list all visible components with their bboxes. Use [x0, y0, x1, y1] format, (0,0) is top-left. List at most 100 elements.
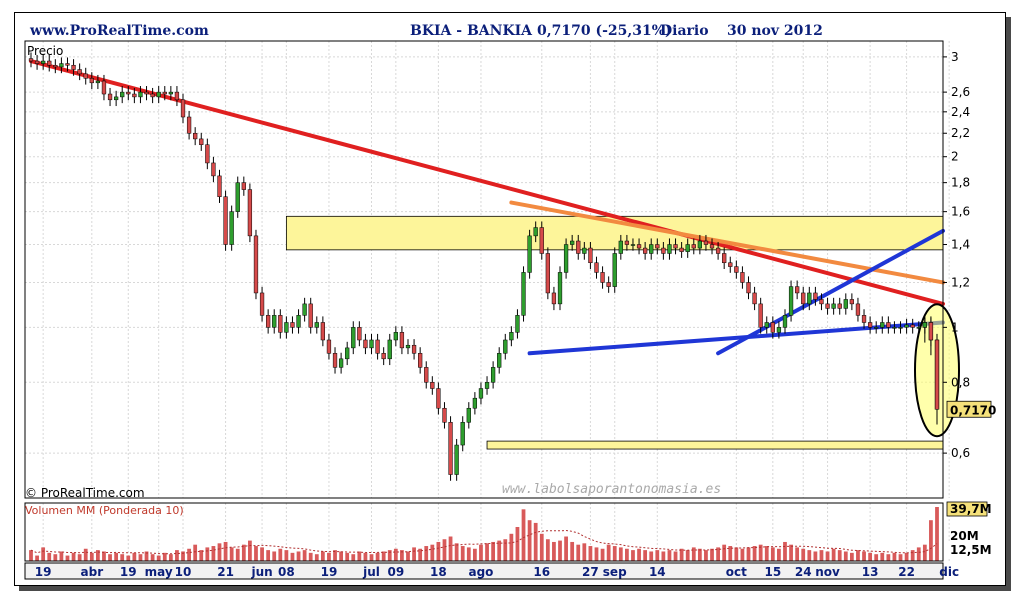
candle-body [253, 235, 259, 294]
volume-bar [910, 550, 915, 561]
candle-body [746, 282, 751, 294]
candle-body [533, 227, 538, 237]
candle-body [600, 272, 605, 283]
x-tick-label: 08 [278, 565, 295, 579]
volume-bar [351, 554, 356, 561]
x-tick-label: 22 [898, 565, 915, 579]
candle-body [351, 327, 356, 349]
candle-body [332, 353, 338, 368]
candle-body [758, 303, 763, 328]
candle-body [618, 240, 623, 254]
volume-bar [320, 551, 325, 561]
volume-bar [691, 547, 696, 561]
candle-body [636, 244, 642, 249]
y-tick-label: 2,6 [951, 85, 970, 99]
volume-bar [156, 555, 161, 561]
candle-body [782, 315, 788, 328]
volume-bar [618, 547, 623, 561]
candle-body [728, 262, 733, 267]
x-tick-label: dic [939, 565, 959, 579]
volume-bar [59, 551, 64, 561]
volume-bar [108, 554, 112, 561]
candle-body [795, 286, 800, 294]
candle-body [679, 247, 684, 252]
last-value-label: 0,7170 [950, 403, 996, 417]
volume-bar [472, 548, 477, 561]
candle-body [266, 315, 271, 328]
candle-body [916, 327, 921, 329]
candle-body [582, 247, 587, 254]
candle-body [302, 303, 307, 316]
volume-bar [612, 546, 617, 561]
candle-body [77, 69, 82, 75]
date-label: 30 nov 2012 [727, 23, 823, 39]
candle-body [673, 244, 678, 249]
candle-body [813, 292, 818, 300]
site-title[interactable]: www.ProRealTime.com [30, 23, 209, 39]
x-tick-label: 19 [120, 565, 137, 579]
volume-bar [102, 551, 106, 561]
volume-bar [795, 547, 800, 561]
volume-bar [53, 554, 58, 561]
volume-average-line [30, 530, 938, 555]
candle-body [290, 322, 295, 328]
x-tick-label: 15 [764, 565, 781, 579]
instrument-name: BKIA - BANKIA [410, 23, 533, 39]
volume-bar [807, 550, 812, 561]
candle-body [922, 322, 927, 328]
volume-bar [442, 539, 447, 561]
volume-bar [138, 554, 143, 561]
candle-body [101, 80, 107, 95]
candle-body [752, 292, 757, 305]
volume-bar [533, 522, 538, 561]
volume-bar [278, 548, 283, 561]
candle-body [71, 64, 76, 70]
volume-bar [412, 547, 416, 561]
volume-bar [272, 551, 277, 561]
volume-bar [132, 552, 137, 561]
candle-body [691, 244, 696, 249]
candle-body [393, 332, 398, 341]
candle-body [205, 144, 210, 164]
x-tick-label: ago [468, 565, 493, 579]
candle-body [880, 322, 885, 328]
candle-body [551, 292, 557, 305]
candle-body [120, 91, 125, 98]
watermark: www.labolsaporantonomasia.es [502, 482, 721, 497]
y-tick-label: 3 [951, 50, 959, 64]
volume-bar [904, 552, 909, 561]
candle-body [34, 60, 40, 64]
volume-bar [831, 548, 836, 561]
candle-body [168, 91, 173, 95]
volume-label-box [946, 501, 988, 517]
x-tick-label: 18 [430, 565, 447, 579]
candle-body [418, 353, 423, 368]
candle-body [95, 80, 101, 84]
volume-bar [381, 551, 386, 561]
volume-label: 20M [950, 529, 979, 543]
volume-bar [114, 552, 119, 561]
candle-body [612, 253, 617, 287]
volume-bar [667, 550, 672, 561]
candle-body [837, 303, 842, 309]
candles [28, 52, 940, 481]
volume-bar [187, 548, 191, 561]
volume-bar [752, 546, 757, 561]
volume-bar [716, 547, 720, 561]
volume-bar [400, 550, 404, 561]
volume-bar [211, 546, 216, 561]
candle-body [539, 227, 544, 254]
volume-bar [393, 548, 398, 561]
y-tick-label: 2 [951, 150, 959, 164]
volume-bar [631, 550, 635, 561]
candle-body [296, 315, 301, 328]
volume-bar [436, 541, 441, 561]
x-tick-label: abr [81, 565, 104, 579]
volume-bar [302, 550, 307, 561]
volume-bar [570, 541, 575, 561]
axes [24, 40, 947, 580]
volume-bar [290, 552, 295, 561]
volume-bar [466, 547, 471, 561]
volume-bar [497, 540, 502, 561]
volume-bar [582, 543, 587, 561]
